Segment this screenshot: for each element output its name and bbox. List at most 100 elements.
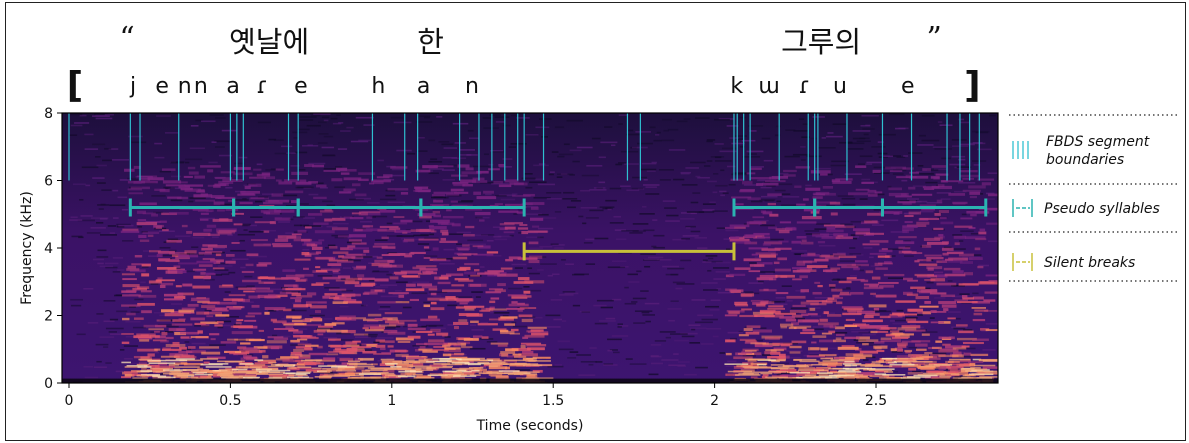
figure-frame [5, 2, 1186, 441]
spectrogram-energy-cell [774, 247, 792, 250]
spectrogram-energy-cell [322, 295, 331, 299]
spectrogram-streak [554, 364, 563, 366]
spectrogram-energy-cell [958, 253, 975, 257]
spectrogram-energy-cell [461, 346, 473, 349]
spectrogram-energy-cell [775, 274, 795, 278]
harmonic-streak [804, 374, 817, 377]
spectrogram-energy-cell [336, 167, 348, 171]
spectrogram-energy-cell [830, 267, 841, 270]
spectrogram-streak [988, 114, 996, 117]
spectrogram-energy-cell [294, 356, 311, 359]
spectrogram-energy-cell [343, 344, 360, 348]
spectrogram-streak [629, 363, 647, 365]
spectrogram-streak [541, 136, 548, 138]
spectrogram-energy-cell [297, 343, 312, 346]
spectrogram-streak [292, 302, 301, 305]
spectrogram-energy-cell [837, 235, 844, 237]
spectrogram-energy-cell [367, 313, 382, 317]
spectrogram-streak [656, 131, 661, 134]
spectrogram-streak [338, 122, 344, 124]
harmonic-streak [397, 375, 416, 378]
spectrogram-streak [265, 169, 278, 171]
spectrogram-streak [429, 291, 448, 294]
spectrogram-energy-cell [181, 307, 196, 311]
spectrogram-energy-cell [155, 226, 162, 230]
spectrogram-streak [402, 306, 412, 309]
spectrogram-streak [785, 129, 796, 131]
spectrogram-streak [815, 267, 821, 269]
spectrogram-energy-cell [507, 294, 527, 297]
spectrogram-streak [702, 209, 715, 211]
spectrogram-energy-cell [531, 332, 549, 336]
spectrogram-energy-cell [170, 344, 180, 348]
harmonic-streak [949, 358, 971, 361]
spectrogram-energy-cell [395, 301, 410, 304]
harmonic-streak [297, 366, 312, 369]
spectrogram-energy-cell [225, 207, 239, 211]
spectrogram-energy-cell [331, 227, 349, 231]
spectrogram-energy-cell [428, 288, 438, 291]
spectrogram-energy-cell [867, 189, 877, 193]
spectrogram-energy-cell [725, 373, 740, 376]
spectrogram-energy-cell [383, 174, 393, 178]
spectrogram-energy-cell [498, 184, 512, 188]
spectrogram-energy-cell [905, 351, 911, 354]
spectrogram-streak [826, 347, 844, 350]
spectrogram-streak [318, 121, 327, 124]
spectrogram-streak [665, 220, 680, 222]
spectrogram-energy-cell [926, 241, 948, 245]
harmonic-streak [442, 365, 453, 368]
harmonic-streak [900, 377, 921, 380]
harmonic-streak [813, 375, 841, 378]
spectrogram-streak [280, 335, 291, 338]
harmonic-streak [874, 373, 887, 375]
spectrogram-energy-cell [769, 176, 781, 180]
spectrogram-energy-cell [379, 340, 395, 343]
spectrogram-streak [582, 222, 587, 225]
spectrogram-energy-cell [845, 318, 856, 321]
spectrogram-energy-cell [415, 330, 433, 333]
spectrogram-energy-cell [504, 226, 516, 230]
spectrogram-energy-cell [896, 355, 917, 359]
spectrogram-streak [709, 201, 716, 204]
spectrogram-streak [947, 280, 953, 282]
spectrogram-energy-cell [178, 181, 188, 184]
harmonic-streak [353, 365, 375, 368]
spectrogram-streak [692, 192, 701, 194]
spectrogram-energy-cell [939, 235, 945, 239]
harmonic-streak [327, 364, 337, 367]
spectrogram-streak [611, 260, 627, 263]
spectrogram-energy-cell [410, 251, 426, 255]
spectrogram-energy-cell [284, 190, 304, 194]
spectrogram-streak [917, 144, 934, 146]
spectrogram-energy-cell [328, 288, 347, 291]
spectrogram-energy-cell [261, 172, 271, 176]
spectrogram-energy-cell [273, 337, 289, 340]
spectrogram-energy-cell [800, 370, 820, 374]
spectrogram-energy-cell [330, 344, 347, 348]
spectrogram-streak [620, 185, 631, 188]
spectrogram-energy-cell [415, 189, 431, 193]
spectrogram-streak [871, 146, 886, 148]
spectrogram-energy-cell [818, 339, 836, 343]
spectrogram-streak [609, 187, 622, 190]
spectrogram-energy-cell [460, 343, 466, 347]
spectrogram-energy-cell [890, 332, 905, 336]
spectrogram-energy-cell [449, 356, 468, 359]
spectrogram-energy-cell [139, 339, 150, 342]
spectrogram-energy-cell [178, 309, 195, 313]
spectrogram-streak [640, 290, 649, 292]
spectrogram-streak [317, 275, 333, 277]
spectrogram-streak [359, 220, 373, 223]
spectrogram-energy-cell [756, 183, 763, 186]
spectrogram-streak [725, 248, 731, 251]
spectrogram-energy-cell [486, 251, 499, 254]
harmonic-streak [318, 370, 332, 372]
spectrogram-energy-cell [331, 322, 345, 325]
spectrogram-streak [588, 363, 594, 366]
spectrogram-streak [297, 128, 310, 131]
spectrogram-energy-cell [796, 221, 817, 224]
spectrogram-streak [494, 116, 510, 118]
spectrogram-energy-cell [814, 258, 829, 262]
harmonic-streak [390, 365, 402, 368]
